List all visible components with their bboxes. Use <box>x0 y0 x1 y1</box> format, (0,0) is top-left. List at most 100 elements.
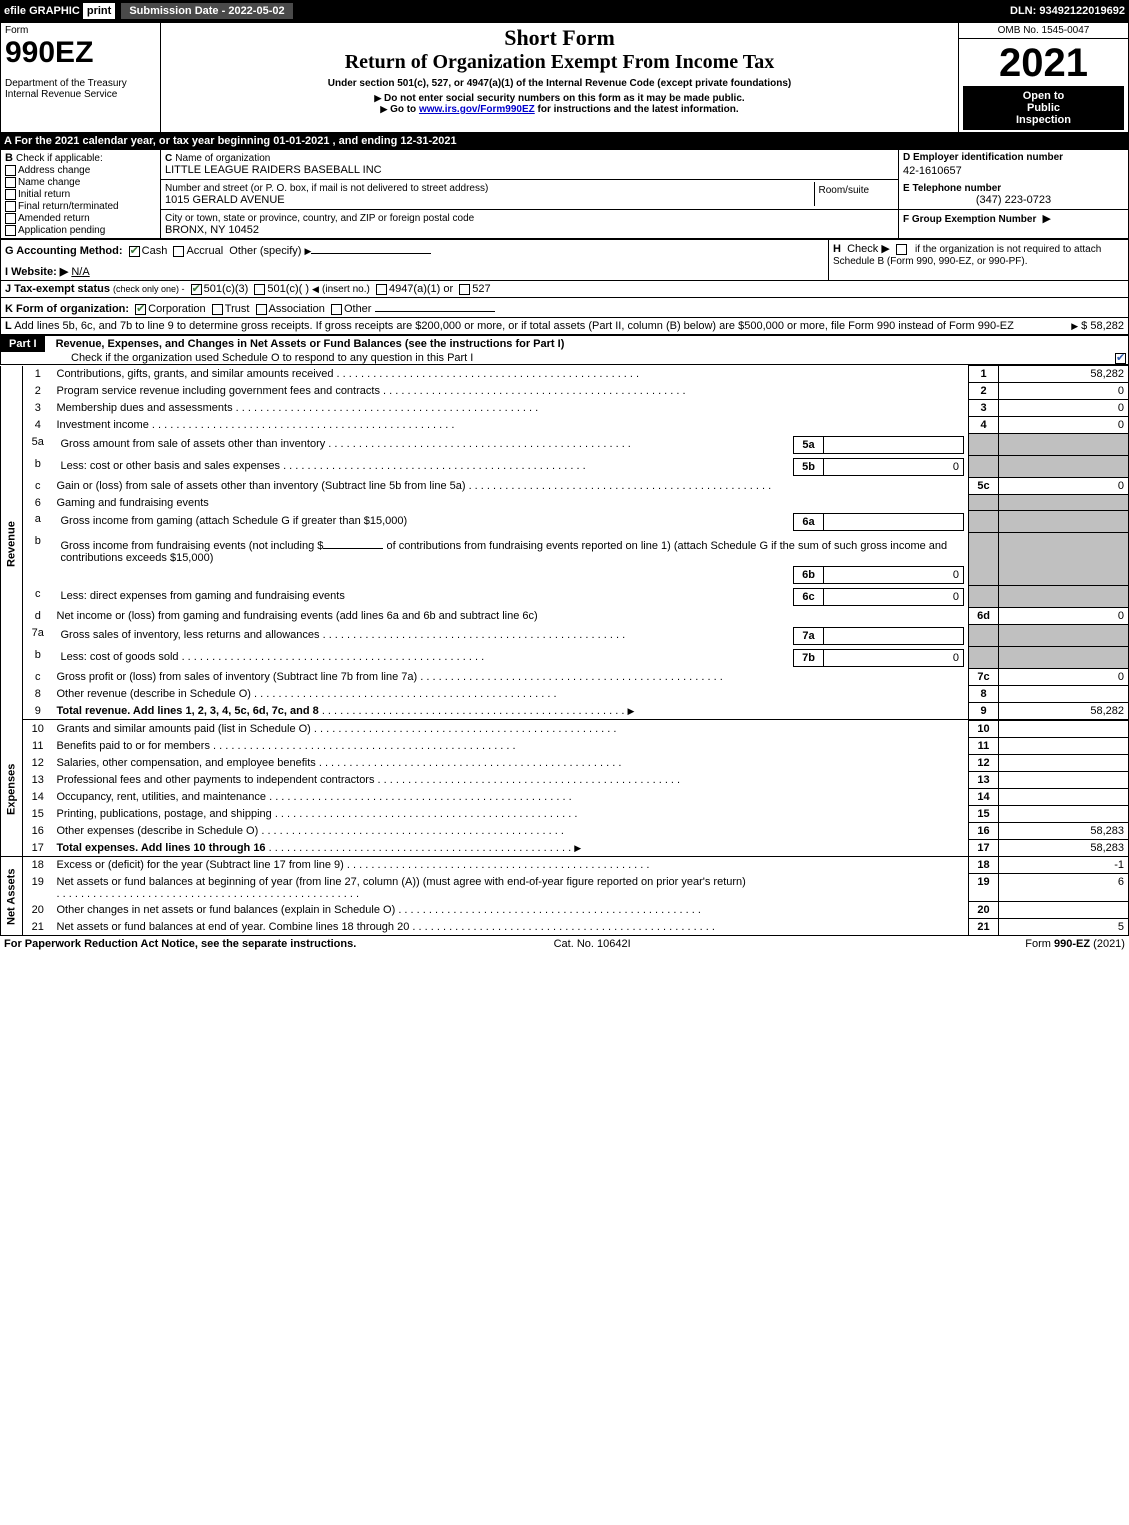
open-line1: Open to <box>967 90 1120 102</box>
line-desc: Net assets or fund balances at beginning… <box>53 874 969 902</box>
line-num: 7a <box>23 625 53 647</box>
chk-amended-return[interactable]: Amended return <box>5 212 156 224</box>
line-value <box>999 755 1129 772</box>
note-ssn: Do not enter social security numbers on … <box>165 93 954 104</box>
chk-cash[interactable] <box>129 246 140 257</box>
chk-4947[interactable] <box>376 284 387 295</box>
chk-final-return[interactable]: Final return/terminated <box>5 200 156 212</box>
chk-other-org[interactable] <box>331 304 342 315</box>
chk-schedule-o-part1[interactable] <box>1115 353 1126 364</box>
phone-value: (347) 223-0723 <box>903 194 1124 206</box>
chk-association[interactable] <box>256 304 267 315</box>
note-ssn-text: Do not enter social security numbers on … <box>384 93 745 104</box>
chk-application-pending-label: Application pending <box>18 225 105 236</box>
irs-link[interactable]: www.irs.gov/Form990EZ <box>419 104 535 115</box>
dept-label: Department of the Treasury Internal Reve… <box>5 78 156 100</box>
line-num: d <box>23 608 53 625</box>
other-org-field[interactable] <box>375 300 495 312</box>
ein-label: D Employer identification number <box>903 152 1124 163</box>
row-h-check-text: Check ▶ <box>847 243 890 255</box>
arrow-icon <box>304 245 311 257</box>
line-value: 6 <box>999 874 1129 902</box>
subline-value: 0 <box>824 458 964 475</box>
chk-application-pending[interactable]: Application pending <box>5 224 156 236</box>
line-desc: Total expenses. Add lines 10 through 16 <box>53 840 969 857</box>
subline-label: 6c <box>794 588 824 605</box>
line-value <box>999 789 1129 806</box>
line-ref: 16 <box>969 823 999 840</box>
subline-label: 6b <box>794 566 824 583</box>
line-desc: Gain or (loss) from sale of assets other… <box>53 478 969 495</box>
line-ref: 21 <box>969 919 999 936</box>
chk-501c[interactable] <box>254 284 265 295</box>
subline-label: 6a <box>794 513 824 530</box>
ghijkl-block: G Accounting Method: Cash Accrual Other … <box>0 239 1129 335</box>
subline-value <box>824 513 964 530</box>
chk-accrual[interactable] <box>173 246 184 257</box>
line-num: 12 <box>23 755 53 772</box>
arrow-icon <box>574 842 581 854</box>
chk-association-label: Association <box>269 303 325 315</box>
other-specify-field[interactable] <box>311 242 431 254</box>
note-link: Go to www.irs.gov/Form990EZ for instruct… <box>165 104 954 115</box>
chk-initial-return[interactable]: Initial return <box>5 188 156 200</box>
subline-value: 0 <box>824 649 964 666</box>
row-h-label: H <box>833 243 841 255</box>
tax-year: 2021 <box>963 41 1124 86</box>
print-button[interactable]: print <box>83 3 115 19</box>
chk-name-change[interactable]: Name change <box>5 176 156 188</box>
line-ref: 14 <box>969 789 999 806</box>
subline-value <box>824 627 964 644</box>
line-value <box>999 902 1129 919</box>
line-value: 0 <box>999 608 1129 625</box>
line-value: 0 <box>999 669 1129 686</box>
line-num: 5a <box>23 434 53 456</box>
page-footer: For Paperwork Reduction Act Notice, see … <box>0 936 1129 952</box>
chk-schedule-b[interactable] <box>896 244 907 255</box>
addr-value: 1015 GERALD AVENUE <box>165 194 285 206</box>
subline-label: 5b <box>794 458 824 475</box>
form-number: 990EZ <box>5 36 156 70</box>
line-value: 5 <box>999 919 1129 936</box>
line-num: 13 <box>23 772 53 789</box>
chk-accrual-label: Accrual <box>186 245 223 257</box>
line-value: 0 <box>999 400 1129 417</box>
subline-value <box>824 436 964 453</box>
line-ref: 11 <box>969 738 999 755</box>
main-title: Return of Organization Exempt From Incom… <box>165 51 954 74</box>
addr-label: Number and street (or P. O. box, if mail… <box>165 183 488 194</box>
section-b-label: B <box>5 152 13 164</box>
chk-501c3[interactable] <box>191 284 202 295</box>
chk-527-label: 527 <box>472 283 490 295</box>
line-ref: 4 <box>969 417 999 434</box>
line-num: 8 <box>23 686 53 703</box>
line-ref: 13 <box>969 772 999 789</box>
contrib-amount-field[interactable] <box>323 537 383 549</box>
subline-label: 7a <box>794 627 824 644</box>
line-num: 16 <box>23 823 53 840</box>
other-specify-label: Other (specify) <box>229 245 301 257</box>
city-value: BRONX, NY 10452 <box>165 224 259 236</box>
line-desc: Less: cost of goods sold 7b 0 <box>53 647 969 669</box>
form-label: Form <box>5 25 156 36</box>
chk-trust[interactable] <box>212 304 223 315</box>
chk-527[interactable] <box>459 284 470 295</box>
line-desc: Printing, publications, postage, and shi… <box>53 806 969 823</box>
website-value: N/A <box>71 266 89 278</box>
line-ref: 8 <box>969 686 999 703</box>
chk-501c3-label: 501(c)(3) <box>204 283 249 295</box>
line-value <box>999 806 1129 823</box>
chk-corporation[interactable] <box>135 304 146 315</box>
group-exemption-label: F Group Exemption Number <box>903 214 1036 225</box>
line-desc: Membership dues and assessments <box>53 400 969 417</box>
chk-address-change[interactable]: Address change <box>5 164 156 176</box>
line-desc: Investment income <box>53 417 969 434</box>
line-desc: Salaries, other compensation, and employ… <box>53 755 969 772</box>
row-k-label: K Form of organization: <box>5 303 129 315</box>
insert-no-label: (insert no.) <box>322 284 370 295</box>
room-label: Room/suite <box>819 185 870 196</box>
line-num: c <box>23 586 53 608</box>
arrow-icon: ▶ <box>1042 213 1050 225</box>
chk-4947-label: 4947(a)(1) or <box>389 283 453 295</box>
open-line3: Inspection <box>967 114 1120 126</box>
